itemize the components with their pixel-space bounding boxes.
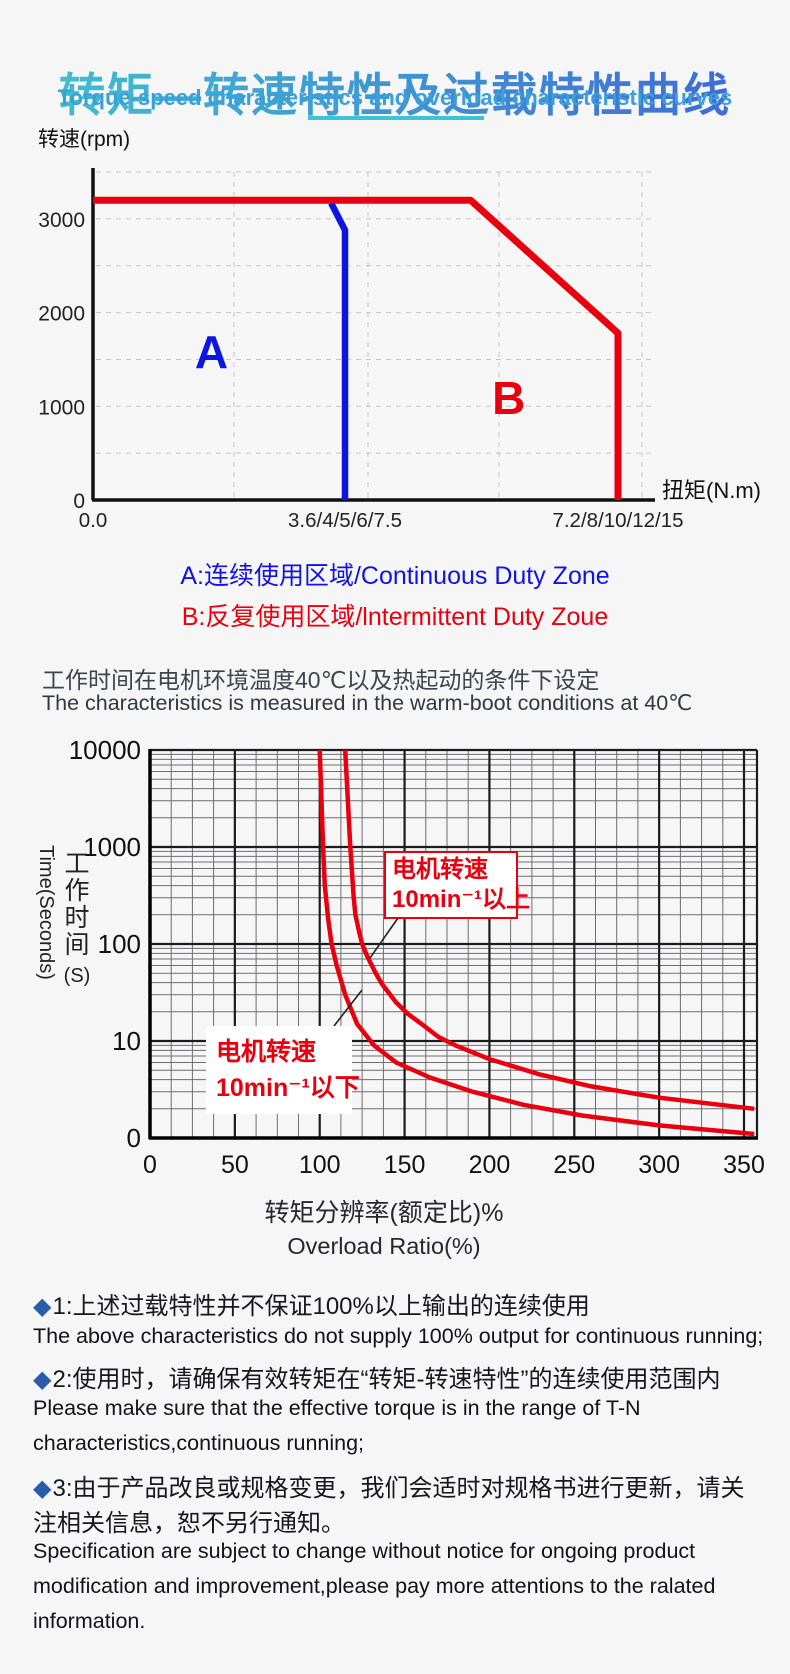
svg-text:间: 间 <box>64 931 89 959</box>
zone-label-a: A <box>195 326 228 378</box>
note-text: Specification are subject to change with… <box>33 1539 696 1563</box>
page-title: 转矩—转速特性及过载特性曲线 <box>0 59 790 125</box>
callout-high-speed-line2: 10min⁻¹以上 <box>392 886 530 913</box>
callout-low-speed-line2: 10min⁻¹以下 <box>216 1074 360 1102</box>
note-text: The above characteristics do not supply … <box>33 1324 764 1348</box>
chart2-y-tick: 1000 <box>83 832 141 862</box>
measurement-condition-en: The characteristics is measured in the w… <box>42 691 693 715</box>
note-text: information. <box>33 1609 146 1633</box>
note-line: Specification are subject to change with… <box>33 1539 778 1564</box>
diamond-bullet-icon: ◆ <box>33 1475 52 1502</box>
chart2-x-tick: 0 <box>143 1151 157 1179</box>
note-line: The above characteristics do not supply … <box>33 1324 778 1349</box>
chart1-x-tick: 3.6/4/5/6/7.5 <box>288 509 402 532</box>
chart2-x-axis-label-en: Overload Ratio(%) <box>287 1233 480 1259</box>
note-text: 2:使用时，请确保有效转矩在“转矩-转速特性”的连续使用范围内 <box>52 1366 721 1393</box>
callout-high-speed-line1: 电机转速 <box>392 855 488 883</box>
chart2-y-tick: 0 <box>127 1123 141 1153</box>
intermittent-duty-boundary-line <box>93 196 622 500</box>
chart1-y-tick: 3000 <box>38 209 85 232</box>
chart2-y-tick: 100 <box>98 929 141 959</box>
note-text: modification and improvement,please pay … <box>33 1574 716 1598</box>
chart2-x-tick: 250 <box>553 1151 595 1179</box>
chart2-x-tick: 150 <box>384 1151 426 1179</box>
note-text: 1:上述过载特性并不保证100%以上输出的连续使用 <box>52 1293 590 1320</box>
chart2-x-tick: 350 <box>723 1151 765 1179</box>
chart1-y-axis-label: 转速(rpm) <box>38 128 130 151</box>
chart2-x-tick: 100 <box>299 1151 341 1179</box>
chart2-y-axis-label-en: Time(Seconds) <box>35 845 57 980</box>
note-line: ◆2:使用时，请确保有效转矩在“转矩-转速特性”的连续使用范围内 <box>33 1359 778 1394</box>
chart1-grid <box>96 171 652 498</box>
chart2-x-tick: 300 <box>638 1151 680 1179</box>
torque-speed-chart: A B 0 1000 2000 3000 0.0 3.6/4/5/6/7.5 7.2/8/10/… <box>38 128 761 532</box>
chart2-x-axis-label-cn: 转矩分辨率(额定比)% <box>265 1199 504 1227</box>
note-line: 注相关信息，恕不另行通知。 <box>33 1503 778 1538</box>
note-line: ◆3:由于产品改良或规格变更，我们会适时对规格书进行更新，请关 <box>33 1468 778 1503</box>
chart1-y-tick: 2000 <box>38 303 85 326</box>
svg-text:作: 作 <box>64 877 89 905</box>
callout-high-speed-box <box>384 851 518 919</box>
page-subtitle: Torque-speed characteristics and overloa… <box>57 85 733 110</box>
note-text: Please make sure that the effective torq… <box>33 1396 641 1420</box>
zone-label-b: B <box>492 372 525 424</box>
note-line: ◆1:上述过载特性并不保证100%以上输出的连续使用 <box>33 1286 778 1321</box>
chart1-y-tick: 0 <box>73 490 85 513</box>
callout-low-speed-box <box>206 1026 352 1114</box>
chart2-axes <box>148 749 758 1140</box>
note-text: 3:由于产品改良或规格变更，我们会适时对规格书进行更新，请关 <box>52 1475 745 1502</box>
chart1-x-axis-label: 扭矩(N.m) <box>662 478 761 503</box>
chart2-y-tick: 10 <box>112 1026 141 1056</box>
svg-text:时: 时 <box>64 904 89 932</box>
overload-curve-high-speed <box>342 749 755 1112</box>
title-underline-decoration <box>308 116 484 120</box>
overload-curve-low-speed <box>317 749 755 1137</box>
chart2-y-tick: 10000 <box>69 735 141 765</box>
callout-low-speed-line1: 电机转速 <box>216 1037 316 1066</box>
chart2-x-tick: 50 <box>221 1151 249 1179</box>
note-line: information. <box>33 1609 778 1634</box>
chart1-axes <box>91 168 655 502</box>
svg-text:(S): (S) <box>64 965 91 987</box>
measurement-condition-cn: 工作时间在电机环境温度40℃以及热起动的条件下设定 <box>42 667 600 693</box>
continuous-duty-boundary-line <box>328 201 349 500</box>
note-text: characteristics,continuous running; <box>33 1431 365 1455</box>
chart1-x-tick: 7.2/8/10/12/15 <box>552 509 683 532</box>
callout-pointers <box>333 917 399 1027</box>
svg-text:工: 工 <box>64 850 89 878</box>
diamond-bullet-icon: ◆ <box>33 1293 52 1320</box>
chart1-x-tick: 0.0 <box>79 509 108 532</box>
legend-continuous-duty: A:连续使用区域/Continuous Duty Zone <box>180 562 610 590</box>
note-line: characteristics,continuous running; <box>33 1431 778 1456</box>
chart2-y-axis-label-cn: 工作时间 (S) <box>64 850 91 987</box>
legend-intermittent-duty: B:反复使用区域/lntermittent Duty Zoue <box>181 603 609 631</box>
chart1-y-tick: 1000 <box>38 396 85 419</box>
note-line: Please make sure that the effective torq… <box>33 1396 778 1421</box>
chart2-x-tick: 200 <box>469 1151 511 1179</box>
diamond-bullet-icon: ◆ <box>33 1366 52 1393</box>
overload-chart: 电机转速10min⁻¹以上电机转速10min⁻¹以下10000100010010… <box>35 735 765 1259</box>
note-line: modification and improvement,please pay … <box>33 1574 778 1599</box>
note-text: 注相关信息，恕不另行通知。 <box>33 1510 345 1537</box>
